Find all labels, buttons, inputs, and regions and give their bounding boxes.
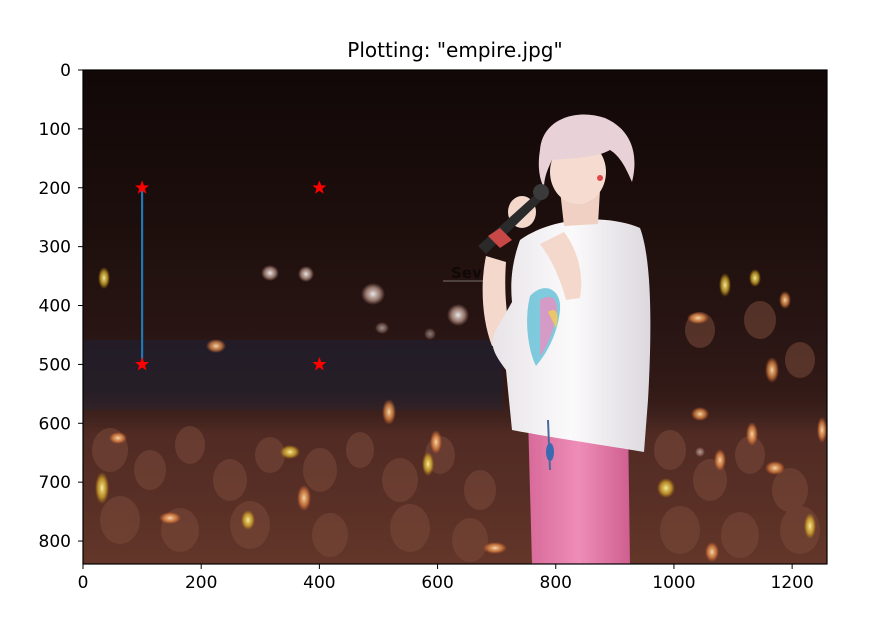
star-marker [135, 357, 150, 371]
x-tick-label: 0 [78, 573, 89, 593]
x-axis: 0 200 400 600 800 1000 1200 [78, 564, 814, 593]
axes-frame [82, 69, 828, 565]
y-tick-label: 0 [60, 61, 71, 81]
chart-title: Plotting: "empire.jpg" [347, 38, 562, 62]
x-tick-label: 200 [185, 573, 217, 593]
y-axis: 0 100 200 300 400 500 600 700 800 [39, 61, 83, 552]
y-tick-label: 300 [39, 238, 71, 258]
star-marker [312, 180, 327, 194]
background-image: Seven [83, 70, 827, 564]
x-tick-label: 1000 [652, 573, 695, 593]
x-tick-label: 800 [540, 573, 572, 593]
y-tick-label: 500 [39, 355, 71, 375]
x-tick-label: 1200 [771, 573, 814, 593]
y-tick-label: 400 [39, 297, 71, 317]
y-tick-label: 600 [39, 414, 71, 434]
y-tick-label: 200 [39, 179, 71, 199]
y-tick-label: 100 [39, 120, 71, 140]
y-tick-label: 800 [39, 532, 71, 552]
x-tick-label: 600 [421, 573, 453, 593]
x-tick-label: 400 [303, 573, 335, 593]
singer-figure [478, 114, 651, 564]
scatter-series [135, 180, 327, 371]
y-tick-label: 700 [39, 473, 71, 493]
star-marker [135, 180, 150, 194]
star-marker [312, 357, 327, 371]
